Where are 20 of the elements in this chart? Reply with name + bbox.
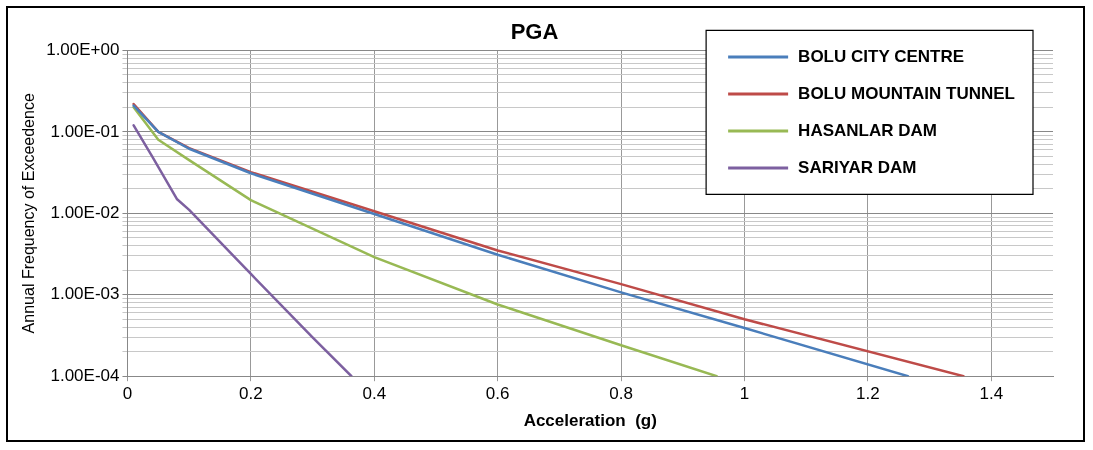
x-tick-label: 0 — [122, 384, 133, 404]
x-tick-label: 0.6 — [485, 384, 510, 404]
legend-label: BOLU CITY CENTRE — [798, 46, 965, 66]
x-tick-label: 0.2 — [239, 384, 263, 404]
y-tick-label: 1.00E-04 — [50, 365, 120, 385]
x-tick-label: 1 — [739, 384, 750, 404]
chart-title: PGA — [510, 19, 559, 45]
x-axis-title: Acceleration (g) — [523, 411, 657, 431]
y-tick-label: 1.00E-02 — [50, 202, 120, 222]
x-tick-label: 0.4 — [362, 384, 387, 404]
legend-label: BOLU MOUNTAIN TUNNEL — [798, 83, 1016, 103]
y-tick-label: 1.00E-01 — [50, 121, 120, 141]
y-tick-label: 1.00E+00 — [46, 40, 120, 60]
x-tick-label: 0.8 — [609, 384, 633, 404]
legend-label: SARIYAR DAM — [798, 157, 917, 177]
legend-label: HASANLAR DAM — [798, 120, 937, 140]
y-tick-label: 1.00E-03 — [50, 284, 120, 304]
y-axis-title: Annual Frequency of Exceedence — [20, 93, 38, 334]
x-tick-label: 1.2 — [856, 384, 880, 404]
x-tick-label: 1.4 — [979, 384, 1004, 404]
